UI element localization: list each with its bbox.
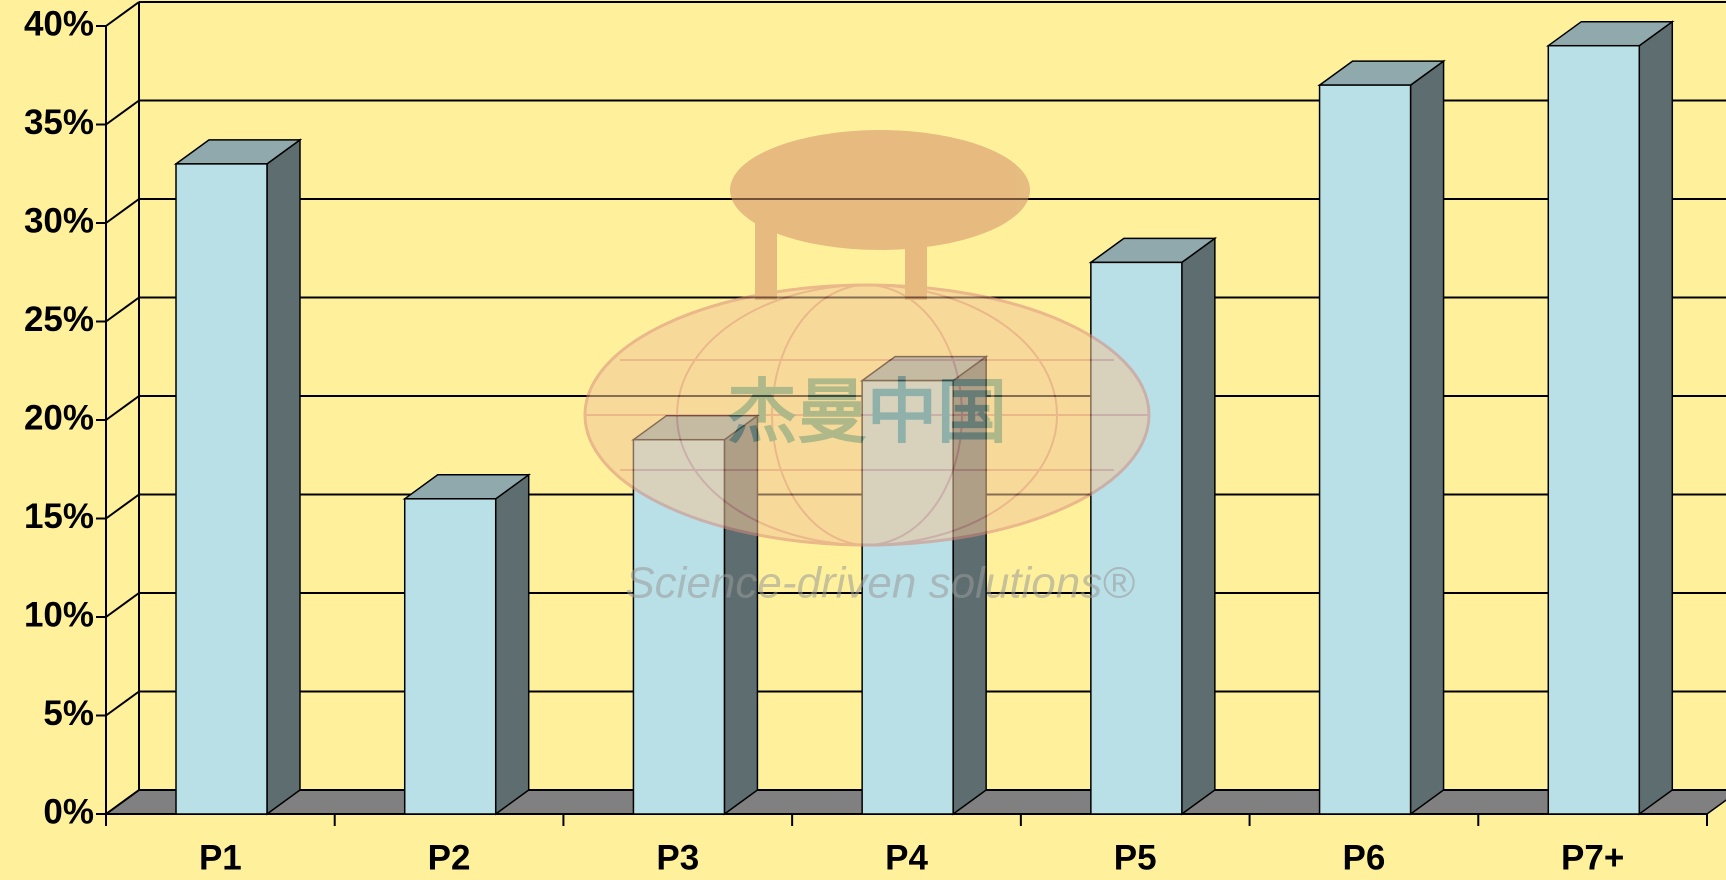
y-tick-label: 20%: [24, 398, 94, 437]
watermark-title: 杰曼中国: [727, 370, 1007, 453]
y-tick-label: 15%: [24, 497, 94, 536]
grid-side: [105, 395, 140, 421]
y-tick-label: 35%: [24, 103, 94, 142]
pig-leg: [905, 220, 927, 300]
watermark-slogan: Science-driven solutions®: [625, 559, 1135, 608]
grid-side: [105, 690, 140, 717]
x-tick-label: P4: [885, 838, 928, 877]
y-tick-label: 10%: [24, 595, 94, 634]
grid-side: [105, 789, 140, 815]
y-tick-label: 5%: [43, 694, 94, 733]
pig: [730, 130, 1030, 250]
bar: [1547, 44, 1641, 815]
grid-side: [105, 99, 140, 126]
bar-side: [494, 473, 530, 816]
x-tick-label: P7+: [1561, 838, 1624, 877]
x-tick-label: P6: [1343, 838, 1386, 877]
y-tick-label: 25%: [24, 300, 94, 339]
bar: [175, 163, 268, 815]
bar-side: [1638, 20, 1674, 816]
grid-side: [105, 592, 140, 618]
pig-leg: [755, 220, 777, 300]
bar-side: [1181, 236, 1216, 816]
x-tick-label: P5: [1114, 838, 1157, 877]
y-tick-label: 40%: [24, 4, 94, 43]
grid-side: [105, 296, 140, 323]
bar: [403, 498, 497, 815]
x-tick-label: P1: [199, 838, 242, 877]
bar: [1318, 84, 1412, 815]
y-tick-label: 30%: [24, 201, 94, 240]
grid-side: [105, 198, 140, 224]
x-tick-label: P2: [428, 838, 471, 877]
grid-side: [105, 1, 140, 27]
y-tick-label: 0%: [43, 792, 94, 831]
grid-side: [105, 493, 140, 520]
bar-side: [266, 138, 301, 816]
bar-side: [1409, 59, 1445, 816]
x-tick-label: P3: [656, 838, 699, 877]
watermark: 杰曼中国 Science-driven solutions®: [583, 130, 1151, 608]
